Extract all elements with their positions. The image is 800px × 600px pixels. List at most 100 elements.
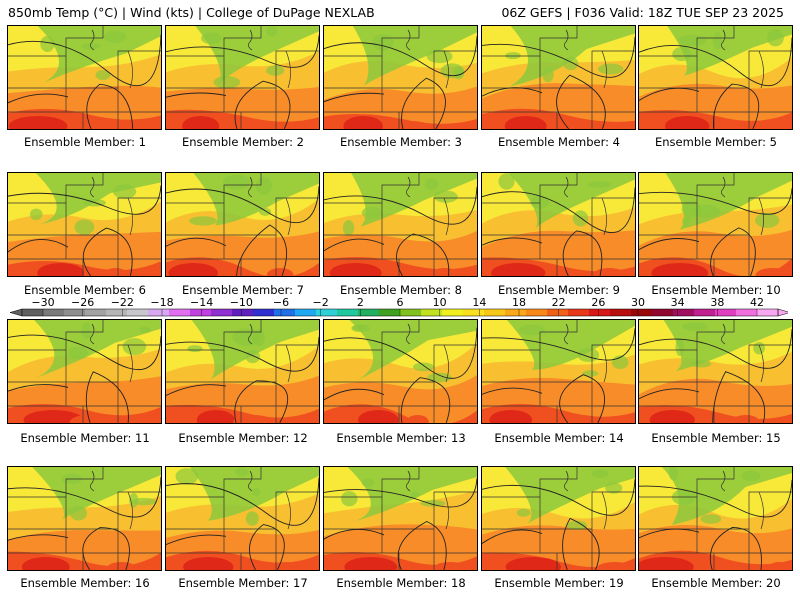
contour-3 <box>8 93 69 104</box>
cool-tongue <box>505 467 635 524</box>
cool-patch <box>700 514 722 524</box>
cool-patch <box>411 491 420 498</box>
hot-core-east <box>106 562 137 570</box>
ensemble-map-3 <box>323 25 478 130</box>
contour-2 <box>236 224 288 276</box>
cool-patch <box>766 28 784 47</box>
contour-1 <box>324 478 477 508</box>
hot-core-east <box>269 562 303 570</box>
cool-patch <box>265 26 278 37</box>
contour-3 <box>324 529 385 540</box>
border-north <box>639 320 735 351</box>
ensemble-member-label: Ensemble Member: 3 <box>340 135 462 149</box>
cool-patch <box>668 467 679 481</box>
border-south <box>166 235 319 276</box>
contour-1 <box>639 37 792 87</box>
hot-core-east <box>127 121 159 129</box>
colorbar-swatch <box>379 309 401 316</box>
lake-outline <box>406 470 411 492</box>
river <box>443 197 449 236</box>
lake-outline <box>721 323 726 345</box>
colorbar-swatch <box>631 309 653 316</box>
ensemble-member-label: Ensemble Member: 15 <box>651 431 781 445</box>
ensemble-member-label: Ensemble Member: 19 <box>494 576 624 590</box>
contour-2 <box>401 77 446 129</box>
chart-title: 850mb Temp (°C) | Wind (kts) | College o… <box>8 5 375 20</box>
contour-2 <box>709 526 762 570</box>
river <box>443 50 449 89</box>
cool-patch <box>424 178 439 190</box>
colorbar-swatch <box>673 309 695 316</box>
colorbar-swatch <box>715 309 737 316</box>
cool-patch <box>139 326 151 334</box>
cool-patch <box>591 468 609 478</box>
cool-patch <box>605 482 623 494</box>
cool-patch <box>113 184 137 199</box>
contour-2 <box>86 83 134 129</box>
hot-core <box>343 116 383 129</box>
colorbar-tick-label: −6 <box>273 296 289 309</box>
colorbar-tick-label: −18 <box>150 296 173 309</box>
colorbar-swatch <box>757 309 779 316</box>
cool-patch <box>516 508 531 517</box>
ensemble-map-17 <box>165 466 320 571</box>
ensemble-member-label: Ensemble Member: 12 <box>178 431 308 445</box>
colorbar-tick-label: −10 <box>230 296 253 309</box>
hot-core <box>651 263 709 276</box>
hot-core-east <box>266 268 294 276</box>
contour-3 <box>482 87 543 97</box>
cool-patch <box>433 190 458 203</box>
colorbar-swatch <box>358 309 380 316</box>
river <box>285 197 291 236</box>
contour-3 <box>639 528 700 539</box>
cool-patch <box>81 322 92 340</box>
hot-core-east <box>233 415 273 423</box>
border-south <box>482 382 635 423</box>
contour-1 <box>166 35 319 68</box>
lake-outline <box>721 470 726 492</box>
cool-patch <box>412 362 434 372</box>
river <box>443 491 449 530</box>
border-south <box>8 235 161 276</box>
ensemble-map-8 <box>323 172 478 277</box>
river <box>285 344 291 383</box>
cool-patch <box>498 173 515 190</box>
cool-patch <box>201 32 222 45</box>
border-north <box>8 173 104 204</box>
hot-core <box>23 410 83 423</box>
ensemble-map-15 <box>638 319 793 424</box>
colorbar-tick-label: 6 <box>397 296 404 309</box>
border-north <box>482 467 578 498</box>
lake-outline <box>406 176 411 198</box>
ensemble-map-5 <box>638 25 793 130</box>
river <box>758 197 764 236</box>
hot-core-east <box>731 415 760 423</box>
colorbar-swatch <box>295 309 317 316</box>
border-north <box>166 467 262 498</box>
contour-3 <box>166 237 227 247</box>
border-south <box>639 235 792 276</box>
hot-core <box>37 263 85 276</box>
lake-outline <box>90 176 95 198</box>
colorbar-tick-label: 34 <box>671 296 685 309</box>
contour-3 <box>8 384 69 392</box>
lake-outline <box>248 176 253 198</box>
cool-patch <box>587 181 612 188</box>
contour-1 <box>324 186 477 225</box>
colorbar-tick-label: 14 <box>472 296 486 309</box>
contour-1 <box>639 329 792 369</box>
ensemble-map-6 <box>7 172 162 277</box>
border-south <box>166 529 319 570</box>
colorbar-swatch <box>316 309 338 316</box>
ensemble-member-label: Ensemble Member: 14 <box>494 431 624 445</box>
ensemble-member-label: Ensemble Member: 17 <box>178 576 308 590</box>
colorbar-swatch <box>694 309 716 316</box>
colorbar-swatch <box>169 309 191 316</box>
colorbar-swatch <box>64 309 86 316</box>
hot-core <box>329 263 382 276</box>
cool-patch <box>175 468 199 485</box>
cool-patch <box>342 220 355 236</box>
hot-core <box>183 557 234 570</box>
contour-3 <box>8 534 69 541</box>
border-north <box>8 26 104 57</box>
